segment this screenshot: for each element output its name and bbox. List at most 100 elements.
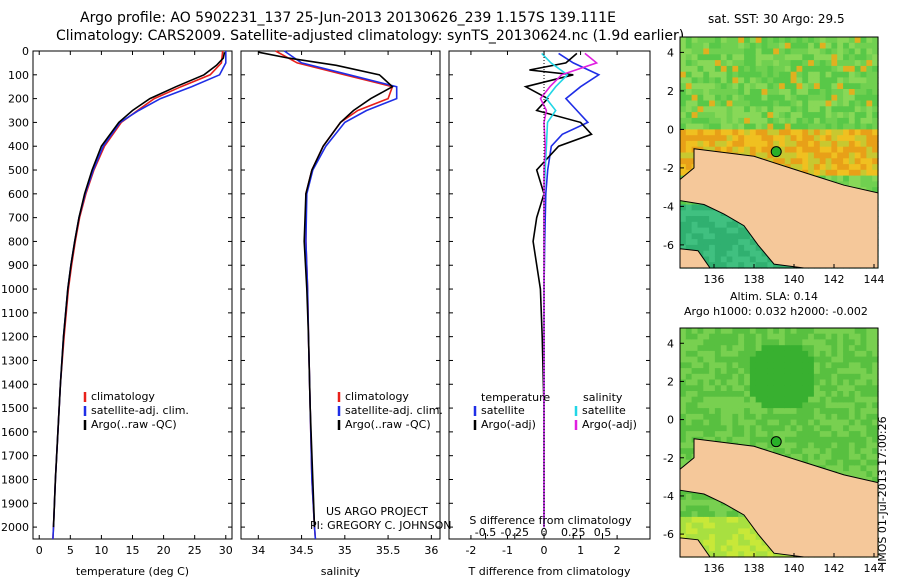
sst-map-cell xyxy=(837,60,844,67)
sst-map-cell xyxy=(848,152,856,159)
sla-map-cell xyxy=(813,391,821,398)
sst-map-cell xyxy=(813,135,821,142)
sla-map-cell xyxy=(744,419,751,426)
sla-map-cell xyxy=(691,425,698,432)
salinity-profile-legend-label: Argo(..raw -QC) xyxy=(345,418,431,431)
depth-tick-label: 1200 xyxy=(1,331,29,344)
sla-map-cell xyxy=(738,522,745,529)
sst-map-cell xyxy=(709,117,716,125)
sst-map-cell xyxy=(773,123,780,130)
sla-map-cell xyxy=(790,345,797,352)
sst-map-cell xyxy=(697,129,704,136)
sst-map-cell xyxy=(848,37,856,44)
sla-map-cell xyxy=(767,373,774,381)
sla-map-cell xyxy=(843,379,850,386)
sst-map-cell xyxy=(714,227,722,234)
sst-map-cell xyxy=(866,65,873,73)
sst-map-cell xyxy=(860,158,867,165)
sst-map-cell xyxy=(714,233,722,240)
sla-map-cell xyxy=(790,368,797,375)
sla-map-cell xyxy=(837,339,844,346)
sst-map-cell xyxy=(714,262,722,269)
salinity-profile-series-climatology xyxy=(275,50,394,540)
sst-map-xtick-label: 140 xyxy=(784,273,805,286)
sst-map-cell xyxy=(680,112,687,119)
sla-map-cell xyxy=(709,431,716,438)
sla-map-cell xyxy=(813,442,821,449)
sla-map-cell xyxy=(697,385,704,392)
sla-map-cell xyxy=(709,419,716,426)
sla-map-cell xyxy=(726,425,733,432)
sst-map-xtick-label: 144 xyxy=(864,273,885,286)
sla-map-cell xyxy=(761,545,768,552)
sst-map-cell xyxy=(749,83,757,90)
sst-map-cell xyxy=(720,227,728,234)
sst-map-cell xyxy=(813,169,821,177)
sst-map-cell xyxy=(703,117,710,125)
sst-map-cell xyxy=(860,169,867,177)
sst-map-cell xyxy=(784,158,792,165)
sst-map-cell xyxy=(755,42,763,50)
sla-map-cell xyxy=(691,396,698,403)
sla-map-cell xyxy=(680,333,687,340)
sla-map-cell xyxy=(709,408,716,415)
sla-map-cell xyxy=(685,362,693,369)
sla-map-cell xyxy=(813,425,821,432)
sst-map-cell xyxy=(714,112,722,119)
sst-map-cell xyxy=(738,77,745,84)
sla-map-cell xyxy=(825,442,832,449)
sla-map-cell xyxy=(825,408,832,415)
sla-map-cell xyxy=(825,436,832,444)
sst-map-cell xyxy=(837,71,844,79)
sla-map-cell xyxy=(837,385,844,392)
sla-map-cell xyxy=(749,408,757,415)
sla-map-cell xyxy=(709,345,716,352)
sst-map-cell xyxy=(709,37,716,44)
sla-map-cell xyxy=(872,476,879,484)
sst-map-cell xyxy=(749,135,757,142)
sst-map-cell xyxy=(860,37,867,44)
depth-tick-label: 300 xyxy=(8,116,29,129)
sst-map-xtick-label: 136 xyxy=(704,273,725,286)
sst-map-cell xyxy=(854,146,862,154)
sst-map-cell xyxy=(831,37,838,44)
sla-map-cell xyxy=(784,396,792,403)
diff-s-tick-label: -0.5 xyxy=(475,526,496,539)
sst-map-cell xyxy=(848,181,856,188)
sla-map-cell xyxy=(703,534,710,541)
sla-map-cell xyxy=(837,328,844,335)
sla-map-cell xyxy=(744,373,751,381)
sla-map-cell xyxy=(744,534,751,541)
sst-map-cell xyxy=(796,135,803,142)
sla-map-cell xyxy=(819,373,827,381)
difference-profile-frame xyxy=(448,50,651,540)
sla-map-cell xyxy=(773,402,780,409)
sst-map-cell xyxy=(779,83,786,90)
sst-map-cell xyxy=(854,169,862,177)
sla-map-cell xyxy=(720,545,728,552)
sst-map-cell xyxy=(685,204,693,211)
sla-map-cell xyxy=(697,522,704,529)
sla-map-cell xyxy=(709,385,716,392)
sla-map-cell xyxy=(685,505,693,512)
sla-map-cell xyxy=(802,328,809,335)
sla-map-cell xyxy=(854,471,862,478)
sla-map-cell xyxy=(784,379,792,386)
sla-map-cell xyxy=(825,356,832,363)
sla-map-cell xyxy=(749,368,757,375)
temperature-profile-series-argo-raw-qc- xyxy=(52,52,226,528)
sla-map-cell xyxy=(779,350,786,358)
sst-map-cell xyxy=(767,129,774,136)
sla-map-cell xyxy=(872,425,879,432)
sla-map-cell xyxy=(749,442,757,449)
sst-map-frame xyxy=(679,36,879,269)
sst-map-cell xyxy=(860,77,867,84)
sst-map-cell xyxy=(720,100,728,107)
sst-map-cell xyxy=(837,83,844,90)
sla-map-cell xyxy=(831,459,838,466)
sla-map-cell xyxy=(755,385,763,392)
sst-map-cell xyxy=(709,227,716,234)
sla-map-cell xyxy=(779,448,786,455)
sla-map-cell xyxy=(720,373,728,381)
sla-map-cell xyxy=(802,436,809,444)
